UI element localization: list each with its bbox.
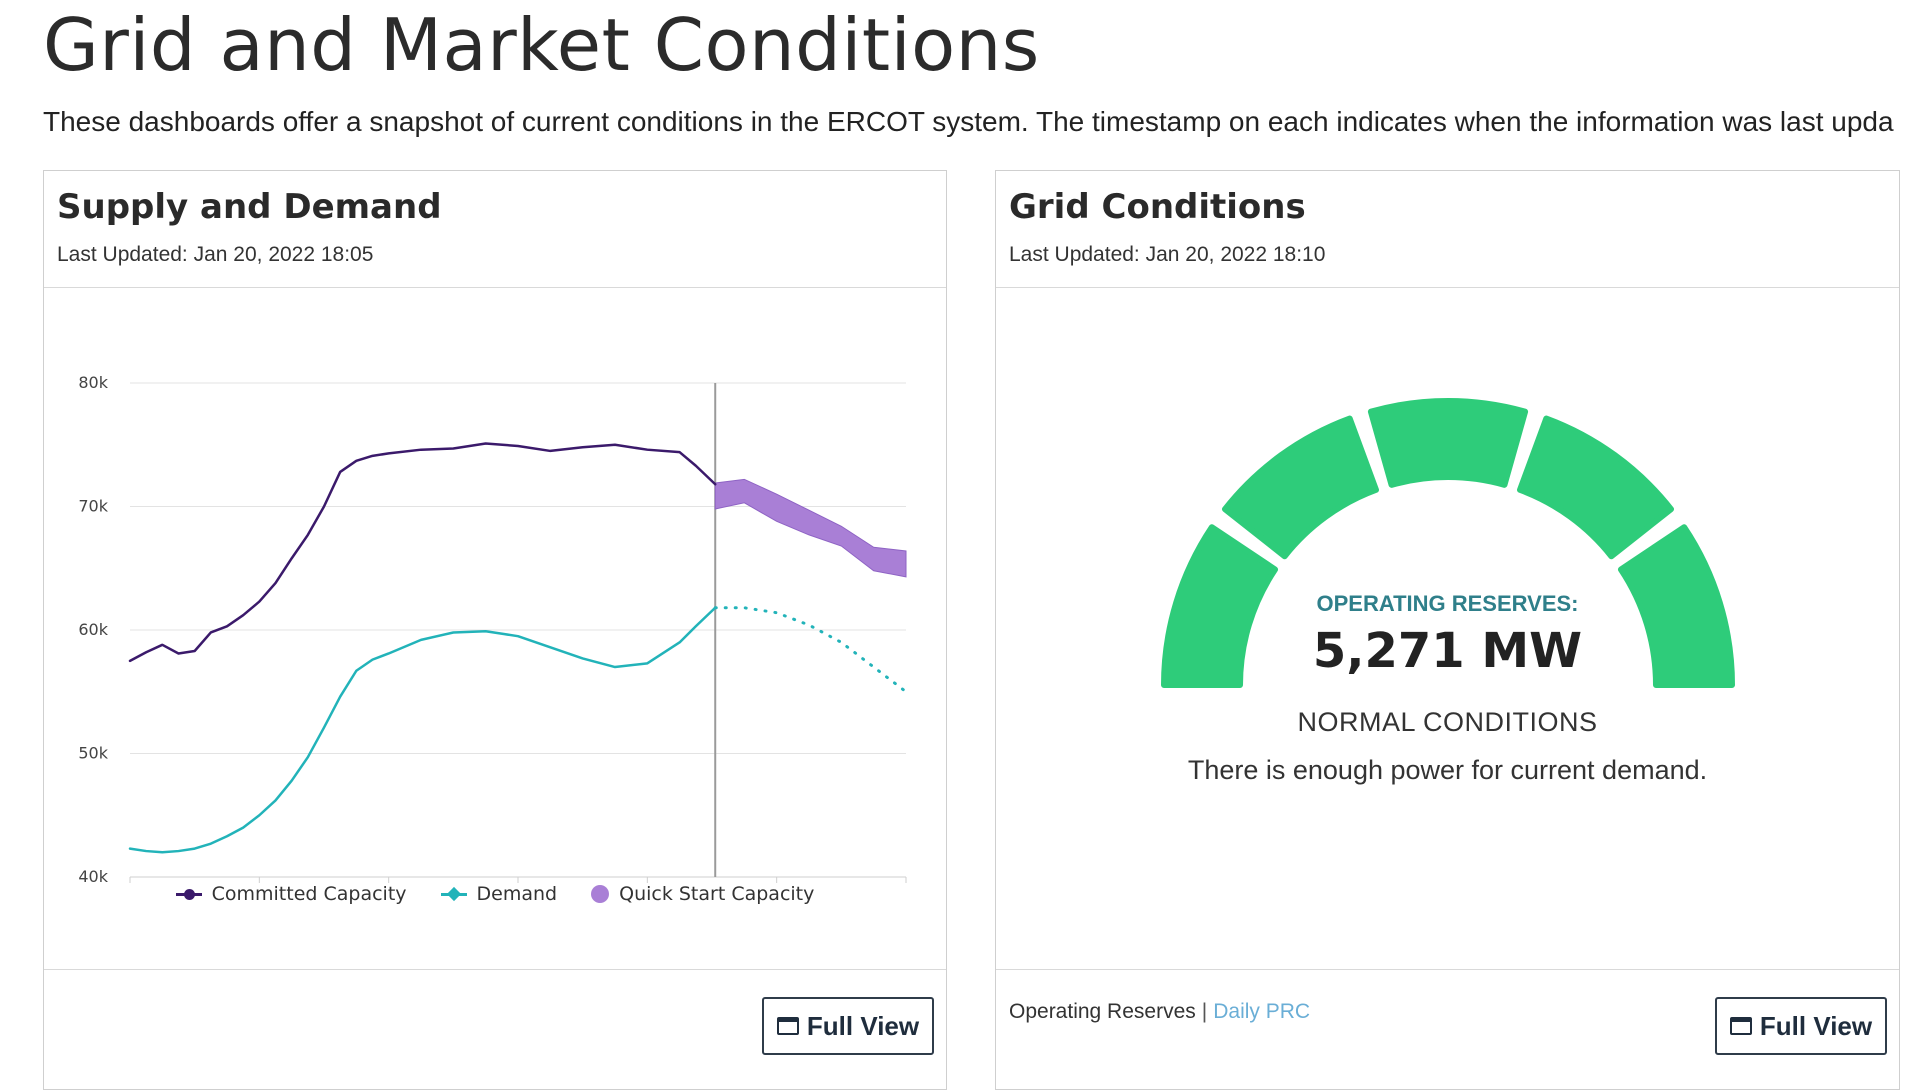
y-tick-label: 50k: [78, 744, 108, 763]
supply-demand-chart: 40k50k60k70k80k00040812162024: [78, 373, 908, 886]
supply-demand-card: Supply and Demand Last Updated: Jan 20, …: [43, 170, 947, 1090]
legend-item-committed[interactable]: Committed Capacity: [175, 883, 407, 905]
legend-label-quick-start: Quick Start Capacity: [619, 883, 815, 905]
full-view-label: Full View: [806, 1010, 920, 1041]
supply-demand-title: Supply and Demand: [57, 187, 442, 227]
page-intro: These dashboards offer a snapshot of cur…: [43, 106, 1894, 137]
grid-conditions-last-updated: Last Updated: Jan 20, 2022 18:10: [1009, 243, 1326, 266]
gauge-segment: [1161, 524, 1279, 688]
full-view-label: Full View: [1759, 1010, 1873, 1041]
y-tick-label: 70k: [78, 497, 108, 516]
grid-status-label: NORMAL CONDITIONS: [1297, 707, 1598, 737]
gauge-segment: [1221, 415, 1380, 560]
quick-start-legend-marker: [591, 885, 610, 903]
grid-conditions-title: Grid Conditions: [1009, 187, 1306, 227]
operating-reserves-footer-text: Operating Reserves: [1009, 1000, 1196, 1023]
legend-label-committed: Committed Capacity: [211, 883, 407, 905]
gauge-segment: [1367, 398, 1529, 488]
committed-legend-marker: [175, 888, 202, 900]
footer-links: Operating Reserves | Daily PRC: [1009, 1000, 1310, 1024]
supply-demand-last-updated: Last Updated: Jan 20, 2022 18:05: [57, 243, 374, 266]
y-tick-label: 60k: [78, 620, 108, 639]
gauge-segment: [1617, 524, 1735, 688]
window-icon: [1729, 1017, 1752, 1035]
demand-legend-marker: [440, 886, 467, 901]
operating-reserves-label: OPERATING RESERVES:: [1316, 591, 1579, 616]
supply-demand-footer: Full View: [44, 969, 946, 1092]
daily-prc-link[interactable]: Daily PRC: [1213, 1000, 1311, 1023]
chart-legend: Committed Capacity Demand Quick Start Ca…: [44, 883, 946, 905]
committed-capacity-line: [128, 442, 717, 663]
operating-reserves-value: 5,271 MW: [1312, 623, 1583, 679]
legend-label-demand: Demand: [476, 883, 558, 905]
y-tick-label: 40k: [78, 867, 108, 886]
footer-separator: |: [1201, 1000, 1208, 1023]
legend-item-demand[interactable]: Demand: [440, 883, 558, 905]
legend-item-quick-start[interactable]: Quick Start Capacity: [591, 883, 814, 905]
supply-demand-header: Supply and Demand Last Updated: Jan 20, …: [44, 171, 946, 288]
grid-conditions-header: Grid Conditions Last Updated: Jan 20, 20…: [996, 171, 1899, 288]
demand-forecast-line: [713, 606, 908, 694]
supply-demand-full-view-button[interactable]: Full View: [762, 997, 934, 1055]
grid-conditions-footer: Operating Reserves | Daily PRC Full View: [996, 969, 1899, 1092]
grid-conditions-card: Grid Conditions Last Updated: Jan 20, 20…: [995, 170, 1900, 1090]
operating-reserves-gauge: [1161, 398, 1735, 688]
window-icon: [776, 1017, 799, 1035]
gauge-segment: [1516, 415, 1675, 560]
y-tick-label: 80k: [78, 373, 108, 392]
grid-conditions-full-view-button[interactable]: Full View: [1715, 997, 1887, 1055]
page-title: Grid and Market Conditions: [43, 3, 1040, 87]
demand-line: [128, 606, 717, 854]
quick-start-capacity-band: [714, 478, 907, 578]
grid-status-description: There is enough power for current demand…: [1187, 755, 1708, 785]
